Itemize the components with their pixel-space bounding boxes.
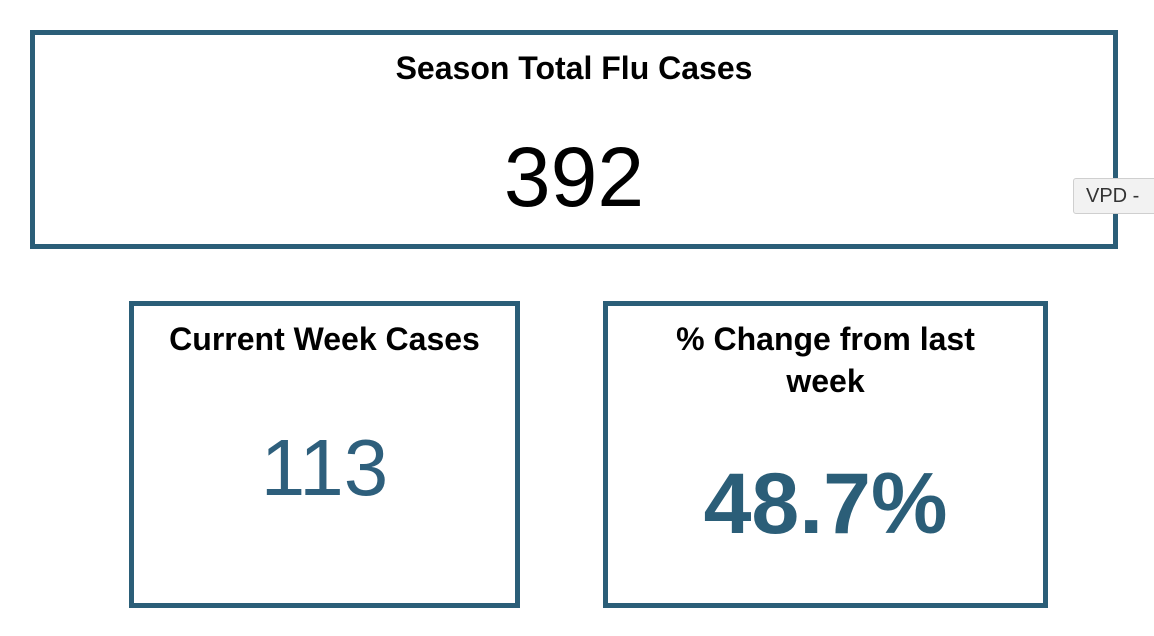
- kpi-card: Current Week Cases 113: [129, 301, 520, 608]
- card-value: 113: [260, 423, 389, 512]
- sheet-tab[interactable]: VPD -: [1073, 178, 1154, 214]
- card-value: 392: [503, 130, 645, 224]
- card-value: 48.7%: [703, 456, 948, 552]
- kpi-card: % Change from last week 48.7%: [603, 301, 1048, 608]
- card-title: % Change from last week: [676, 321, 975, 399]
- kpi-card: Season Total Flu Cases 392: [30, 30, 1118, 249]
- card-title: Current Week Cases: [169, 321, 480, 357]
- card-title: Season Total Flu Cases: [395, 50, 753, 86]
